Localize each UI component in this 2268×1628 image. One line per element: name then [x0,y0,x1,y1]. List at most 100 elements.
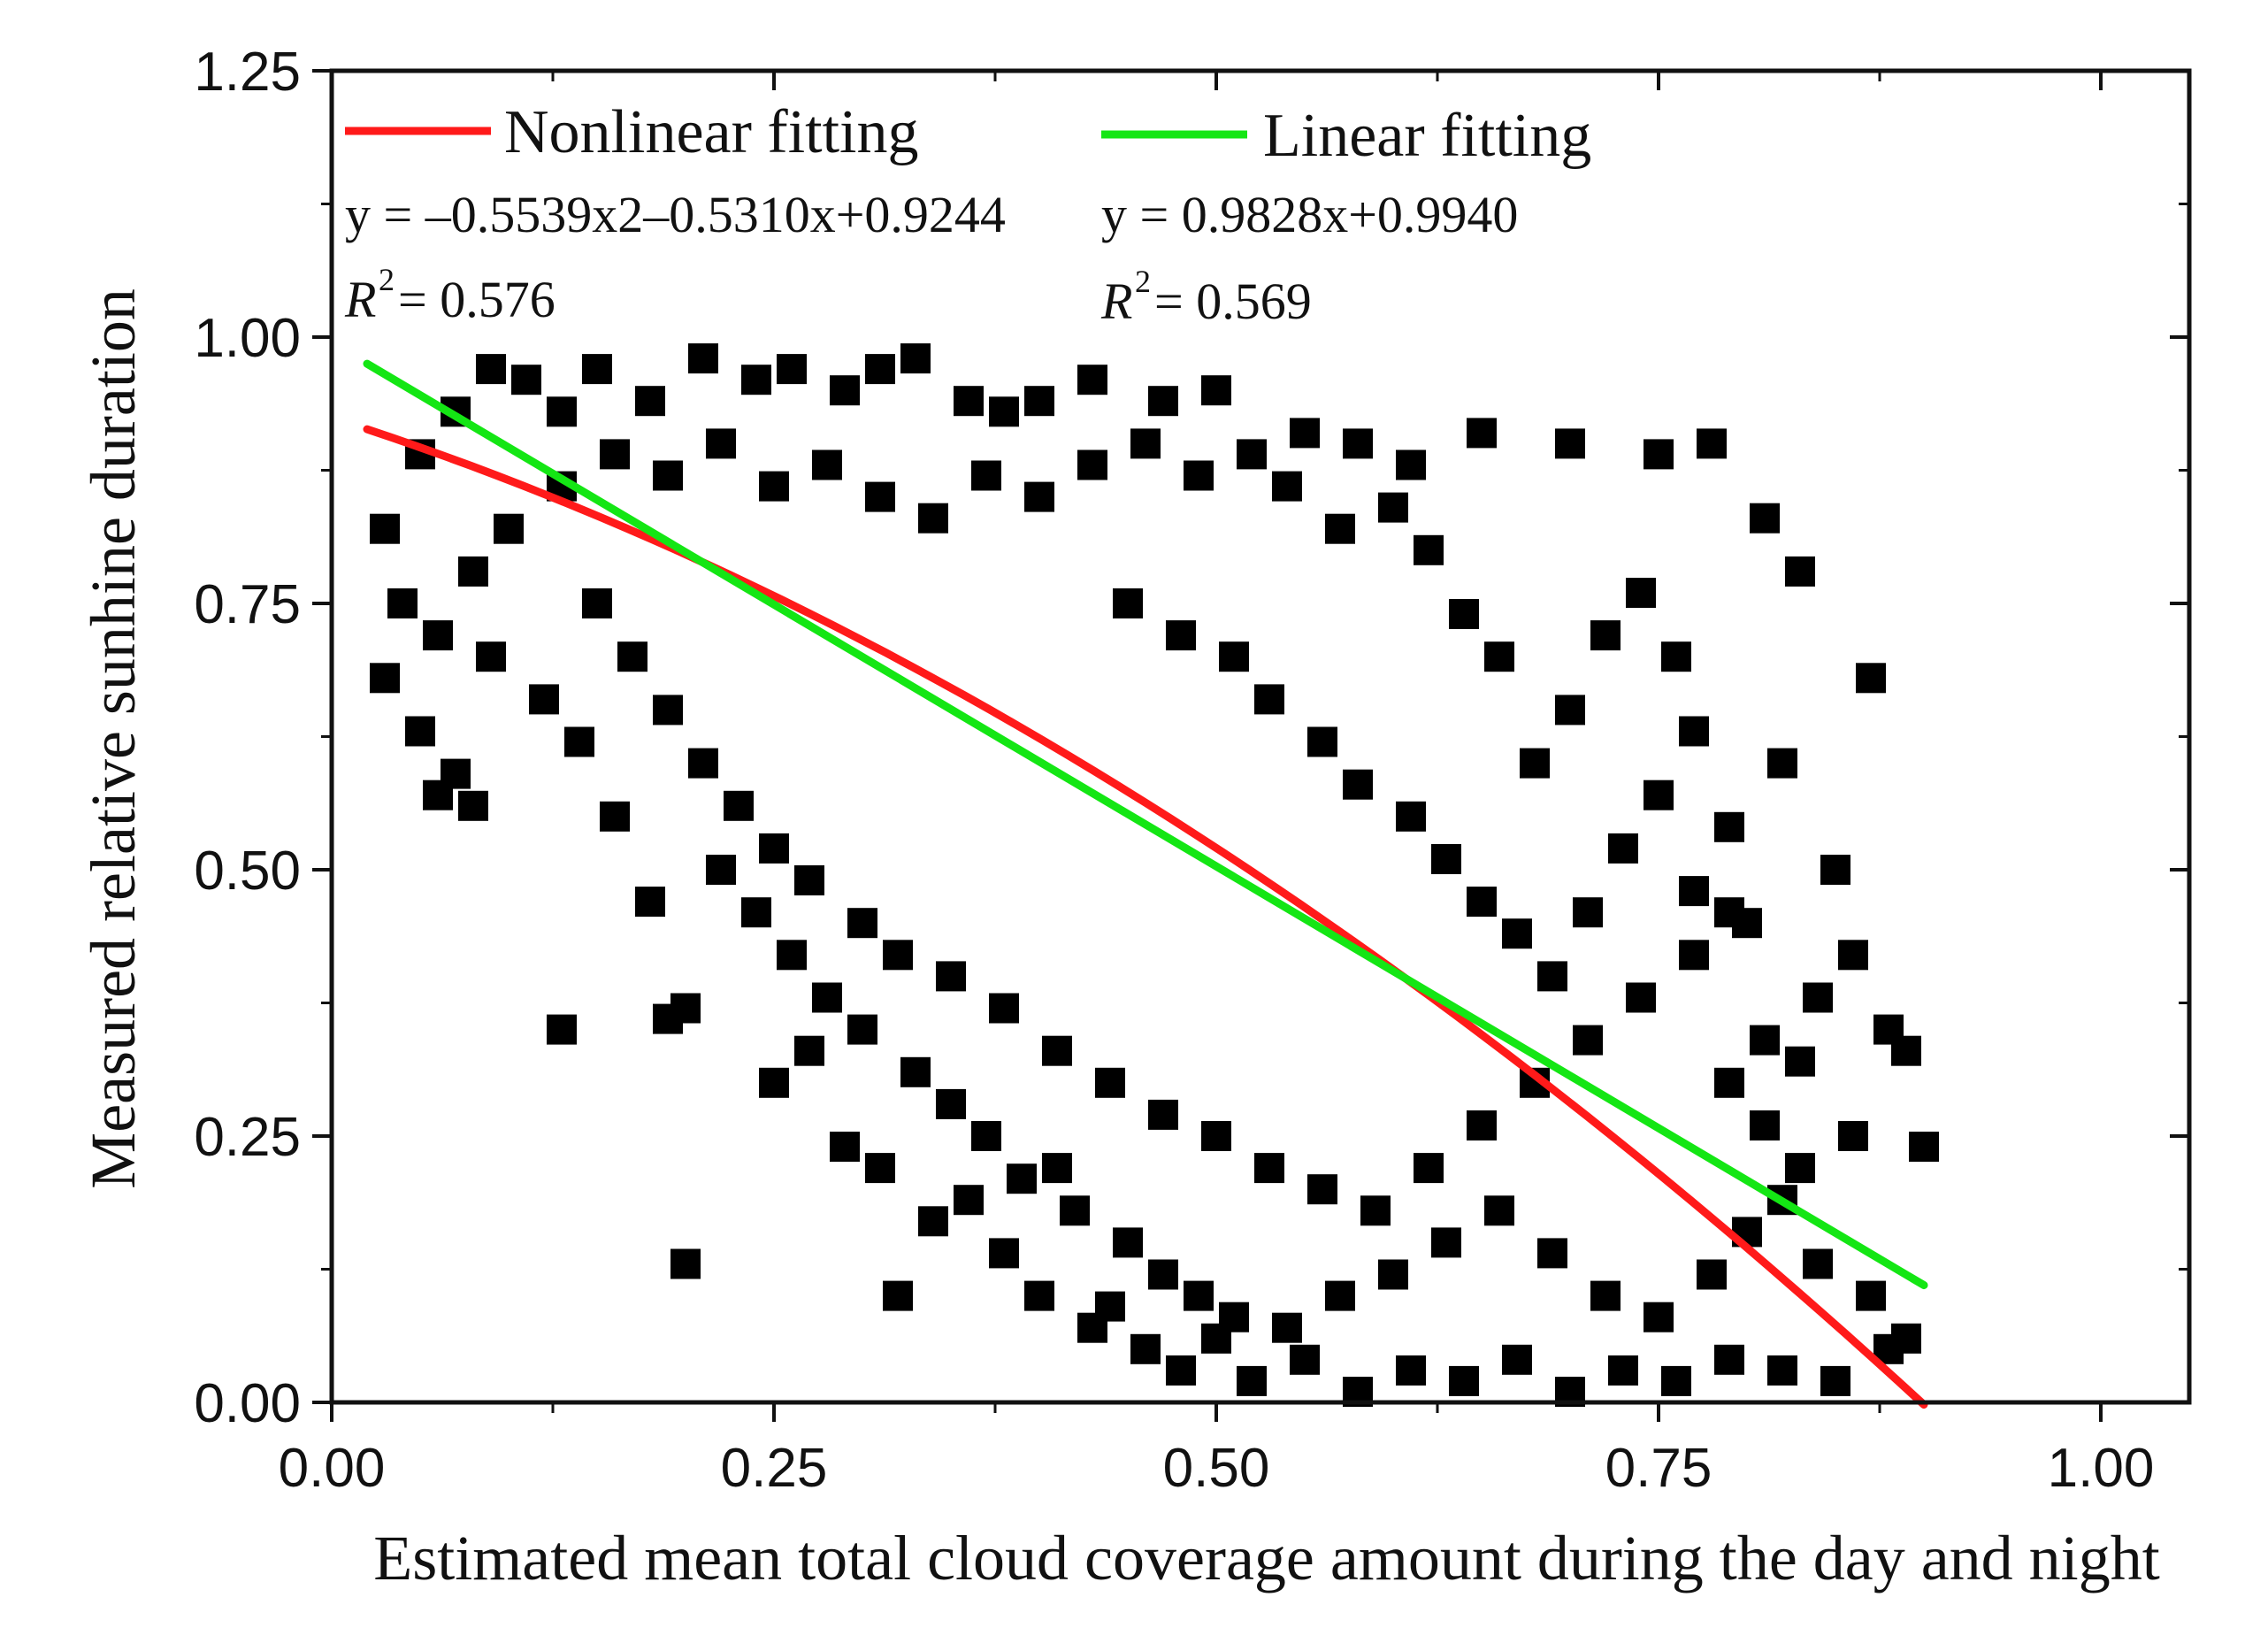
x-tick-label: 0.00 [279,1438,386,1499]
r2-nonlinear: R 2 = 0.576 [344,262,556,328]
scatter-point [1714,811,1744,842]
scatter-point [458,790,488,821]
scatter-point [635,386,665,417]
scatter-point [653,695,683,726]
scatter-point [1201,375,1231,406]
scatter-point [954,386,984,417]
y-tick-label: 0.75 [194,574,301,635]
scatter-point [1007,1163,1037,1194]
scatter-point [1130,428,1161,459]
scatter-point [1502,918,1532,949]
scatter-point [777,940,807,971]
scatter-point [476,641,506,672]
scatter-point [1113,1227,1143,1258]
scatter-point [1360,1195,1391,1226]
scatter-point [1785,1153,1815,1184]
scatter-point [724,790,754,821]
scatter-point [777,354,807,385]
scatter-point [1378,1259,1408,1290]
scatter-point [1343,769,1373,800]
scatter-point [1095,1067,1125,1098]
scatter-point [1803,982,1833,1013]
legend-label-nonlinear: Nonlinear fitting [504,98,919,166]
scatter-point [1219,641,1249,672]
scatter-point [1095,1291,1125,1322]
scatter-point [759,833,789,864]
scatter-point [830,1132,860,1162]
scatter-point [1130,1333,1161,1364]
scatter-point [847,908,877,939]
r2-value-linear: = 0.569 [1154,273,1312,330]
scatter-point [1626,982,1656,1013]
axis-ticks: 0.00 0.25 0.50 0.75 1.00 0.00 0.25 0.50 0.75 1.00… [194,42,2189,1499]
scatter-point [1290,418,1320,449]
scatter-point [1891,1035,1921,1066]
x-tick-label: 1.00 [2048,1438,2155,1499]
y-tick-label: 1.00 [194,308,301,369]
scatter-point [1378,492,1408,523]
x-axis-title: Estimated mean total cloud coverage amou… [373,1523,2159,1593]
nonlinear-fit-line [363,425,1928,1409]
scatter-point [635,887,665,918]
scatter-point [1024,1280,1054,1311]
x-tick-label: 0.50 [1163,1438,1270,1499]
scatter-point [653,460,683,491]
scatter-point [1467,418,1497,449]
scatter-point [1714,897,1744,928]
scatter-point [1449,1365,1479,1396]
scatter-point [883,940,913,971]
scatter-point [1077,365,1107,395]
scatter-point [865,354,895,385]
scatter-point [830,375,860,406]
scatter-point [989,993,1019,1024]
scatter-point [1573,1025,1603,1056]
scatter-point [617,641,647,672]
y-tick-label: 0.00 [194,1373,301,1434]
scatter-point [1414,534,1444,565]
scatter-point [971,460,1001,491]
scatter-point [1767,748,1797,779]
scatter-point [688,343,718,374]
scatter-point [1414,1153,1444,1184]
scatter-point [564,726,594,757]
scatter-point [1838,1121,1868,1151]
scatter-point [1590,620,1621,651]
scatter-point [1396,1355,1426,1386]
scatter-point [1555,428,1585,459]
scatter-point [1502,1344,1532,1375]
scatter-point [1679,940,1709,971]
scatter-point [1254,1153,1284,1184]
scatter-point [1679,716,1709,747]
scatter-point [936,961,966,992]
scatter-point [1803,1248,1833,1279]
scatter-point [370,663,400,694]
scatter-point [1661,641,1691,672]
scatter-point [1290,1344,1320,1375]
scatter-point [1661,1365,1691,1396]
scatter-point [494,513,524,544]
scatter-point [582,588,612,618]
scatter-point [1431,844,1461,874]
scatter-point [706,428,736,459]
scatter-point [918,1206,948,1237]
scatter-point [989,1238,1019,1269]
scatter-point [600,439,630,470]
scatter-point [812,449,842,480]
r2-superscript-linear: 2 [1135,264,1151,299]
scatter-point [1237,1365,1267,1396]
equation-linear: y = 0.9828x+0.9940 [1101,186,1518,243]
scatter-point [1484,1195,1514,1226]
scatter-point [1750,1110,1780,1140]
scatter-point [936,1088,966,1119]
scatter-point [883,1280,913,1311]
scatter-point [600,801,630,832]
scatter-point [1573,897,1603,928]
scatter-point [1644,1302,1674,1332]
scatter-point [1820,1365,1850,1396]
scatter-point [511,365,541,395]
scatter-point [1697,428,1727,459]
scatter-point [812,982,842,1013]
scatter-point [706,855,736,885]
scatter-point [1555,695,1585,726]
